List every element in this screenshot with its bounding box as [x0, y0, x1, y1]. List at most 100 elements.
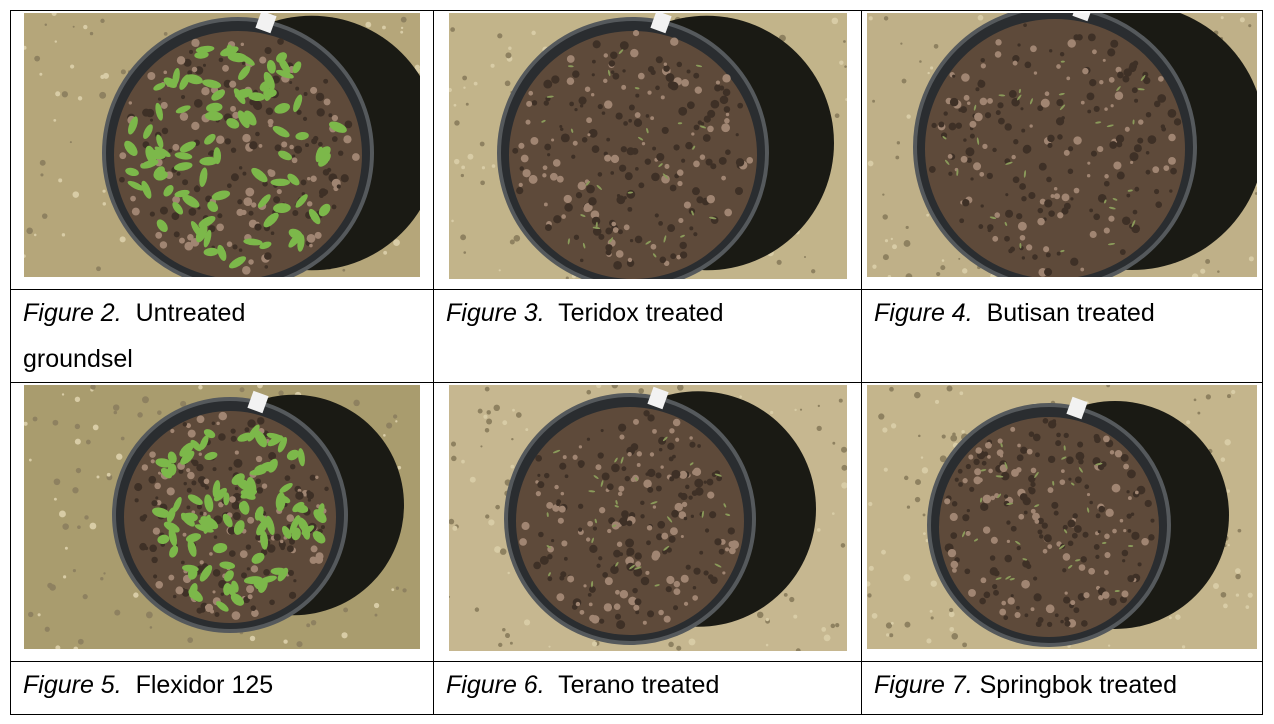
soil-chip — [968, 455, 973, 460]
soil-chip — [634, 552, 641, 559]
soil-chip — [621, 466, 626, 471]
soil-chip — [1168, 134, 1176, 142]
soil-chip — [323, 79, 328, 84]
soil-chip — [1122, 550, 1129, 557]
soil-chip — [1048, 210, 1054, 216]
soil-chip — [980, 503, 988, 511]
soil-chip — [1061, 469, 1065, 473]
soil-chip — [660, 95, 664, 99]
pebble — [90, 32, 93, 35]
soil-chip — [628, 119, 632, 123]
soil-chip — [615, 590, 620, 595]
pebble — [26, 228, 33, 235]
soil-chip — [981, 63, 986, 68]
pebble — [872, 613, 878, 619]
pebble — [513, 235, 520, 242]
soil-chip — [530, 137, 538, 145]
soil-chip — [194, 186, 200, 192]
soil-chip — [1134, 144, 1142, 152]
pebble — [897, 141, 900, 144]
soil-chip — [651, 553, 659, 561]
soil-chip — [983, 495, 992, 504]
soil-chip — [669, 476, 674, 481]
soil-chip — [177, 172, 181, 176]
pebble — [1217, 270, 1219, 272]
soil-chip — [690, 515, 693, 518]
soil-chip — [600, 429, 603, 432]
soil-chip — [1055, 440, 1061, 446]
soil-chip — [578, 528, 582, 532]
soil-chip — [1097, 146, 1103, 152]
photo — [449, 13, 847, 279]
soil-chip — [293, 579, 296, 582]
soil-chip — [591, 73, 594, 76]
soil-chip — [242, 266, 251, 275]
soil-chip — [692, 586, 695, 589]
pebble — [386, 422, 392, 428]
pebble — [872, 100, 875, 103]
pebble — [799, 409, 801, 411]
soil-chip — [693, 73, 699, 79]
pebble — [375, 614, 378, 617]
pebble — [62, 91, 68, 97]
soil-chip — [188, 208, 196, 216]
soil-chip — [1035, 452, 1040, 457]
soil-chip — [160, 207, 168, 215]
soil-chip — [627, 207, 632, 212]
soil-chip — [324, 487, 328, 491]
soil-chip — [1068, 169, 1074, 175]
soil-chip — [956, 122, 962, 128]
soil-chip — [130, 196, 136, 202]
figure-label: Figure 4. — [874, 299, 973, 327]
soil-chip — [707, 110, 715, 118]
pebble — [100, 19, 104, 23]
soil-chip — [200, 560, 204, 564]
soil-chip — [1023, 497, 1031, 505]
soil-chip — [1054, 511, 1059, 516]
pebble — [882, 427, 887, 432]
soil-chip — [1084, 484, 1089, 489]
soil-chip — [1168, 157, 1176, 165]
soil-chip — [248, 211, 253, 216]
soil-chip — [246, 544, 251, 549]
soil-chip — [987, 442, 991, 446]
soil-chip — [256, 456, 262, 462]
pebble — [54, 478, 61, 485]
soil-chip — [1113, 161, 1121, 169]
soil-chip — [286, 514, 294, 522]
soil-chip — [518, 143, 524, 149]
pebble — [947, 385, 953, 391]
soil-chip — [307, 177, 310, 180]
pebble — [505, 52, 511, 58]
pebble — [739, 395, 742, 398]
soil-chip — [232, 611, 241, 620]
soil-chip — [1070, 258, 1078, 266]
soil-chip — [725, 113, 728, 116]
soil-chip — [1103, 436, 1110, 443]
soil-chip — [259, 57, 266, 64]
soil-chip — [603, 603, 611, 611]
soil-chip — [1116, 135, 1124, 143]
soil-chip — [1072, 513, 1077, 518]
pebble — [484, 428, 489, 433]
soil-chip — [640, 501, 644, 505]
soil-chip — [671, 510, 679, 518]
soil-chip — [1004, 555, 1012, 563]
soil-chip — [981, 577, 987, 583]
pebble — [817, 405, 819, 407]
pebble — [523, 619, 529, 625]
soil-chip — [292, 157, 298, 163]
soil-chip — [610, 70, 614, 74]
soil-chip — [307, 492, 315, 500]
soil-chip — [691, 132, 694, 135]
soil-chip — [676, 62, 682, 68]
soil-chip — [526, 101, 532, 107]
caption-text: Butisan treated — [987, 299, 1155, 327]
soil-chip — [659, 256, 666, 263]
soil-chip — [626, 190, 635, 199]
soil-chip — [1063, 553, 1071, 561]
soil-chip — [280, 540, 283, 543]
soil-chip — [1087, 174, 1090, 177]
pebble — [1236, 593, 1239, 596]
pebble — [835, 623, 839, 627]
